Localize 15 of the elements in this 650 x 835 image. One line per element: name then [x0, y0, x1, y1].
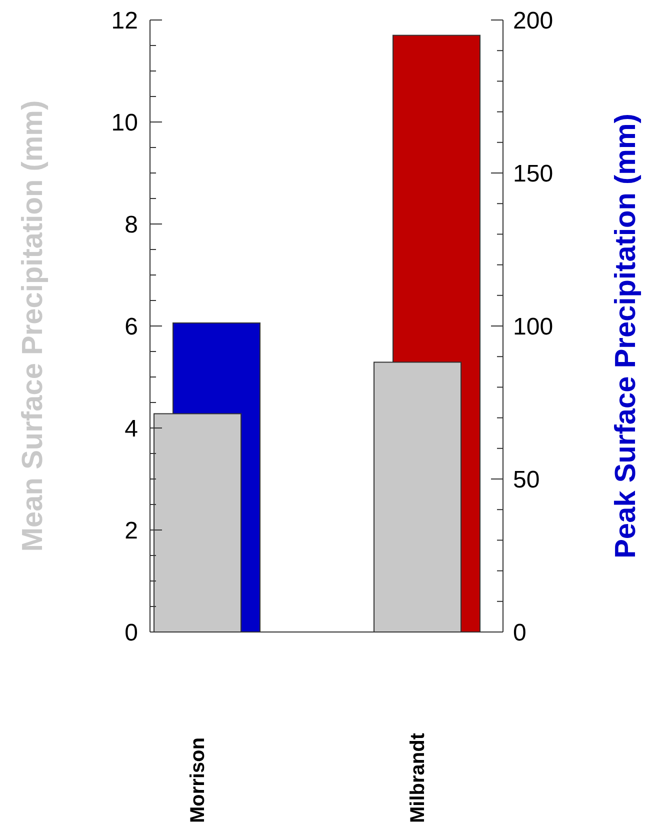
- y-tick-label: 4: [124, 415, 138, 442]
- y2-tick-label: 200: [513, 7, 554, 34]
- y-tick-label: 8: [124, 211, 138, 238]
- y2-tick-label: 0: [513, 619, 526, 646]
- y2-tick-label: 50: [513, 466, 540, 494]
- y2-tick-label: 100: [513, 313, 554, 340]
- y2-tick-label: 150: [513, 160, 554, 188]
- x-tick-label: Milbrandt: [407, 732, 429, 823]
- y2-axis-title: Peak Surface Precipitation (mm): [610, 114, 642, 558]
- y-tick-label: 12: [111, 7, 138, 34]
- y-tick-label: 6: [124, 313, 138, 340]
- y-tick-label: 10: [111, 109, 138, 136]
- y-tick-label: 0: [124, 619, 138, 646]
- y-tick-label: 2: [124, 517, 138, 544]
- x-tick-label: Morrison: [187, 737, 209, 823]
